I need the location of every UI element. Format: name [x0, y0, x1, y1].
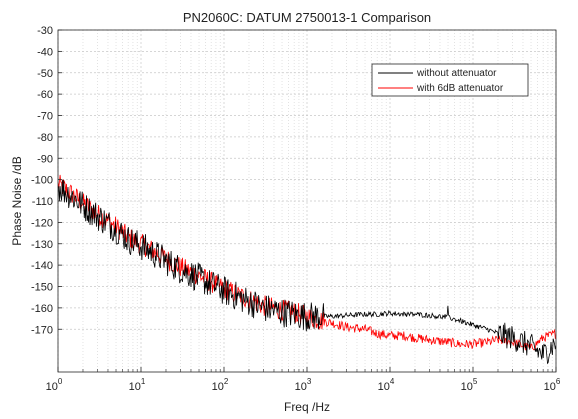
- y-tick-label: -70: [37, 111, 53, 123]
- legend: without attenuator with 6dB attenuator: [371, 63, 529, 97]
- legend-label-without-attenuator: without attenuator: [416, 68, 497, 79]
- y-tick-label: -40: [37, 46, 53, 58]
- legend-box: [371, 63, 529, 97]
- series-line-without-attenuator: [58, 179, 556, 365]
- series-layer: [58, 174, 556, 365]
- y-axis-label: Phase Noise /dB: [10, 156, 24, 245]
- y-tick-label: -140: [31, 260, 53, 272]
- chart-title: PN2060C: DATUM 2750013-1 Comparison: [183, 10, 431, 25]
- y-tick-label: -110: [32, 196, 53, 208]
- y-tick-label: -170: [31, 324, 53, 336]
- y-tick-label: -80: [37, 132, 53, 144]
- y-tick-label: -150: [31, 282, 53, 294]
- y-tick-label: -160: [31, 303, 53, 315]
- legend-label-with-6db-attenuator: with 6dB attenuator: [416, 83, 504, 94]
- series-line-with-6db-attenuator: [58, 174, 556, 351]
- y-axis-ticks: -30 -40 -50 -60 -70 -80 -90 -100 -110 -120 -130 -14…: [31, 25, 62, 336]
- x-axis-label: Freq /Hz: [284, 400, 330, 414]
- y-tick-label: -100: [31, 175, 53, 187]
- y-tick-label: -90: [37, 153, 53, 165]
- y-tick-label: -60: [37, 89, 53, 101]
- y-tick-label: -50: [37, 68, 53, 80]
- y-tick-label: -30: [37, 25, 53, 37]
- y-tick-label: -120: [31, 217, 53, 229]
- y-tick-label: -130: [31, 239, 53, 251]
